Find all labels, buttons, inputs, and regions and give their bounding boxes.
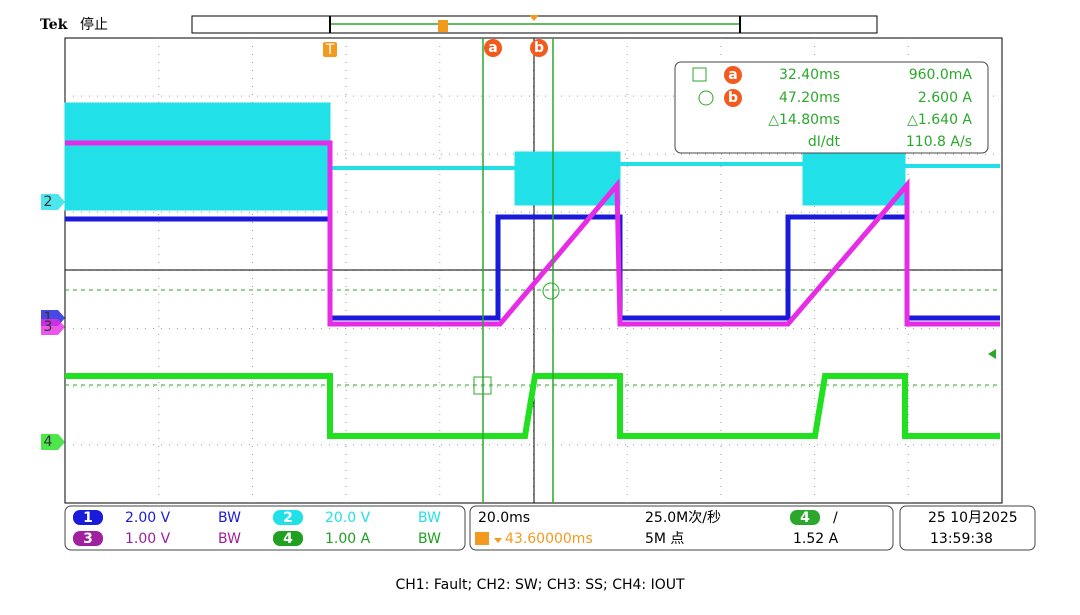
channel-marker <box>41 319 65 335</box>
readout-time: dI/dt <box>808 134 841 150</box>
channel-number: 4 <box>283 531 293 547</box>
cursor-a-point <box>473 376 492 395</box>
channel-marker-label: 1 <box>44 310 53 326</box>
brand: Tek <box>40 17 68 33</box>
trigger-channel: 4 <box>800 510 810 526</box>
channel-marker-label: 2 <box>44 194 53 210</box>
channel-marker-label: 3 <box>44 319 53 335</box>
cursor-a-badge <box>484 39 502 57</box>
run-status: 停止 <box>80 16 108 33</box>
record-length: 5M 点 <box>645 531 684 547</box>
channel-number: 2 <box>283 510 293 526</box>
trigger-channel-badge <box>790 510 820 525</box>
channel-scale: 2.00 V <box>125 510 171 526</box>
cursor-a-label: a <box>488 40 497 56</box>
time-scale: 20.0ms <box>478 510 530 526</box>
trigger-marker-label: T <box>325 42 335 58</box>
ch3-trace <box>65 140 1000 327</box>
channel-scale: 1.00 V <box>125 531 171 547</box>
channel-number: 1 <box>83 510 93 526</box>
timebase-panel <box>469 505 894 551</box>
channel-marker <box>41 434 65 450</box>
readout-cursor: b <box>728 90 738 106</box>
readout-value: 110.8 A/s <box>906 134 972 150</box>
cursor-b-symbol <box>698 90 714 106</box>
date: 25 10月2025 <box>928 510 1018 526</box>
readout-cursor: a <box>728 67 737 83</box>
channel-number: 3 <box>83 531 93 547</box>
readout-time: △14.80ms <box>768 112 840 128</box>
readout-time: 47.20ms <box>779 90 840 106</box>
trigger-position-icon <box>438 20 448 32</box>
datetime-panel <box>899 505 1036 551</box>
trigger-level: 1.52 A <box>793 531 839 547</box>
caption: CH1: Fault; CH2: SW; CH3: SS; CH4: IOUT <box>395 577 685 593</box>
cursor-readout <box>674 61 989 154</box>
time: 13:59:38 <box>930 531 993 547</box>
bandwidth-limit: BW <box>218 531 241 547</box>
channel-panel <box>64 505 466 551</box>
cursor-b-label: b <box>534 40 544 56</box>
channel-marker-label: 4 <box>44 434 53 450</box>
cursor-a-symbol <box>692 67 707 82</box>
bandwidth-limit: BW <box>218 510 241 526</box>
channel-badge <box>273 531 303 546</box>
ch2-trace <box>64 102 1000 211</box>
trigger-marker <box>323 42 337 57</box>
sample-rate: 25.0M次/秒 <box>645 510 721 526</box>
center-marker <box>529 15 539 21</box>
channel-scale: 20.0 V <box>325 510 371 526</box>
channel-badge <box>273 510 303 525</box>
horizontal-position: 43.60000ms <box>505 531 593 547</box>
channel-badge <box>73 510 103 525</box>
trigger-position-icon <box>475 532 489 545</box>
trigger-position-arrow <box>494 538 502 543</box>
readout-value: △1.640 A <box>907 112 972 128</box>
ch4-trace <box>65 373 1000 439</box>
cursor-b-badge <box>530 39 548 57</box>
readout-value: 2.600 A <box>918 90 973 106</box>
channel-marker <box>41 194 65 210</box>
readout-badge <box>724 89 742 107</box>
channel-scale: 1.00 A <box>325 531 371 547</box>
bandwidth-limit: BW <box>418 531 441 547</box>
cursor-b-point <box>542 282 560 300</box>
bandwidth-limit: BW <box>418 510 441 526</box>
level-marker <box>988 349 996 359</box>
readout-value: 960.0mA <box>909 67 973 83</box>
trigger-slope: / <box>833 510 838 526</box>
readout-time: 32.40ms <box>779 67 840 83</box>
readout-badge <box>724 66 742 84</box>
channel-badge <box>73 531 103 546</box>
